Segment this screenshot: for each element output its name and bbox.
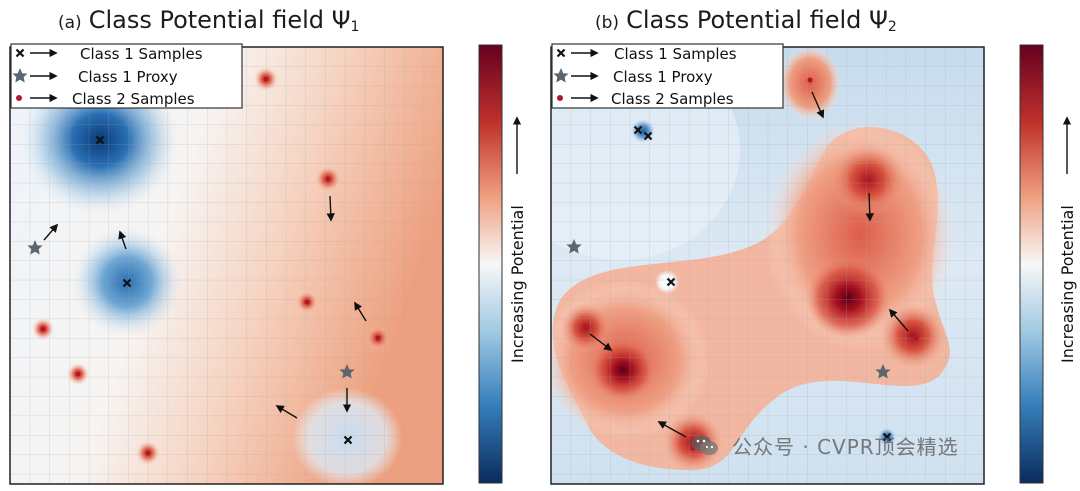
class2-sample-dot: [913, 335, 919, 341]
class2-sample-dot: [583, 323, 589, 329]
force-arrow: [43, 223, 59, 241]
legend-dot-icon: [557, 95, 563, 101]
panel-a-colorbar-label: Increasing Potential: [508, 205, 527, 363]
class2-sample-dot: [304, 299, 310, 305]
panel-b-arrows: [589, 91, 909, 438]
panel-a-subscript: 1: [350, 19, 360, 35]
panel-b-title: (b) Class Potential field Ψ2: [595, 6, 897, 41]
legend-class1-proxy: Class 1 Proxy: [613, 68, 713, 86]
force-arrow: [326, 195, 335, 222]
force-arrow: [354, 301, 367, 322]
panel-b-subscript: 2: [887, 19, 897, 35]
legend-class1-samples: Class 1 Samples: [80, 45, 203, 63]
force-arrow: [888, 308, 909, 332]
panel-a-title-text: Class Potential field Ψ: [88, 6, 351, 34]
panel-a-legend: Class 1 Samples Class 1 Proxy Class 2 Sa…: [10, 43, 243, 109]
class2-sample-dot: [866, 177, 872, 183]
panel-b-legend: Class 1 Samples Class 1 Proxy Class 2 Sa…: [551, 43, 784, 109]
class2-sample-dot: [75, 371, 81, 377]
panel-b-colorbar-label: Increasing Potential: [1058, 205, 1077, 363]
force-arrow: [275, 405, 298, 419]
force-arrow: [118, 230, 127, 250]
class2-sample-dot: [807, 77, 813, 83]
panel-b-colorbar: Increasing Potential: [1019, 44, 1077, 484]
panel-b-letter: (b): [595, 13, 620, 33]
legend-class1-proxy: Class 1 Proxy: [78, 68, 178, 86]
force-arrow: [589, 333, 613, 352]
class2-sample-dot: [40, 326, 46, 332]
force-arrow: [657, 421, 687, 438]
legend-class1-samples: Class 1 Samples: [614, 45, 737, 63]
force-arrow: [811, 91, 825, 119]
watermark-text: 公众号 · CVPR顶会精选: [732, 435, 959, 459]
panel-a-class2-dots: [40, 76, 381, 456]
class2-sample-dot: [325, 176, 331, 182]
wechat-icon: [691, 435, 718, 455]
panel-a-arrows: [43, 195, 367, 419]
legend-class2-samples: Class 2 Samples: [72, 90, 195, 108]
panel-b-title-text: Class Potential field Ψ: [626, 6, 888, 34]
class2-sample-dot: [375, 335, 381, 341]
panel-a-colorbar: Increasing Potential: [478, 44, 527, 484]
legend-dot-icon: [16, 95, 22, 101]
panel-b-field: [551, 47, 984, 484]
panel-a-title: (a) Class Potential field Ψ1: [58, 6, 359, 41]
legend-class2-samples: Class 2 Samples: [611, 90, 734, 108]
panel-a-field: [10, 47, 443, 484]
panel-b-class2-dots: [583, 77, 919, 451]
force-arrow: [865, 192, 874, 222]
class2-sample-dot: [263, 76, 269, 82]
class2-sample-dot: [145, 450, 151, 456]
panel-a-letter: (a): [58, 13, 82, 33]
